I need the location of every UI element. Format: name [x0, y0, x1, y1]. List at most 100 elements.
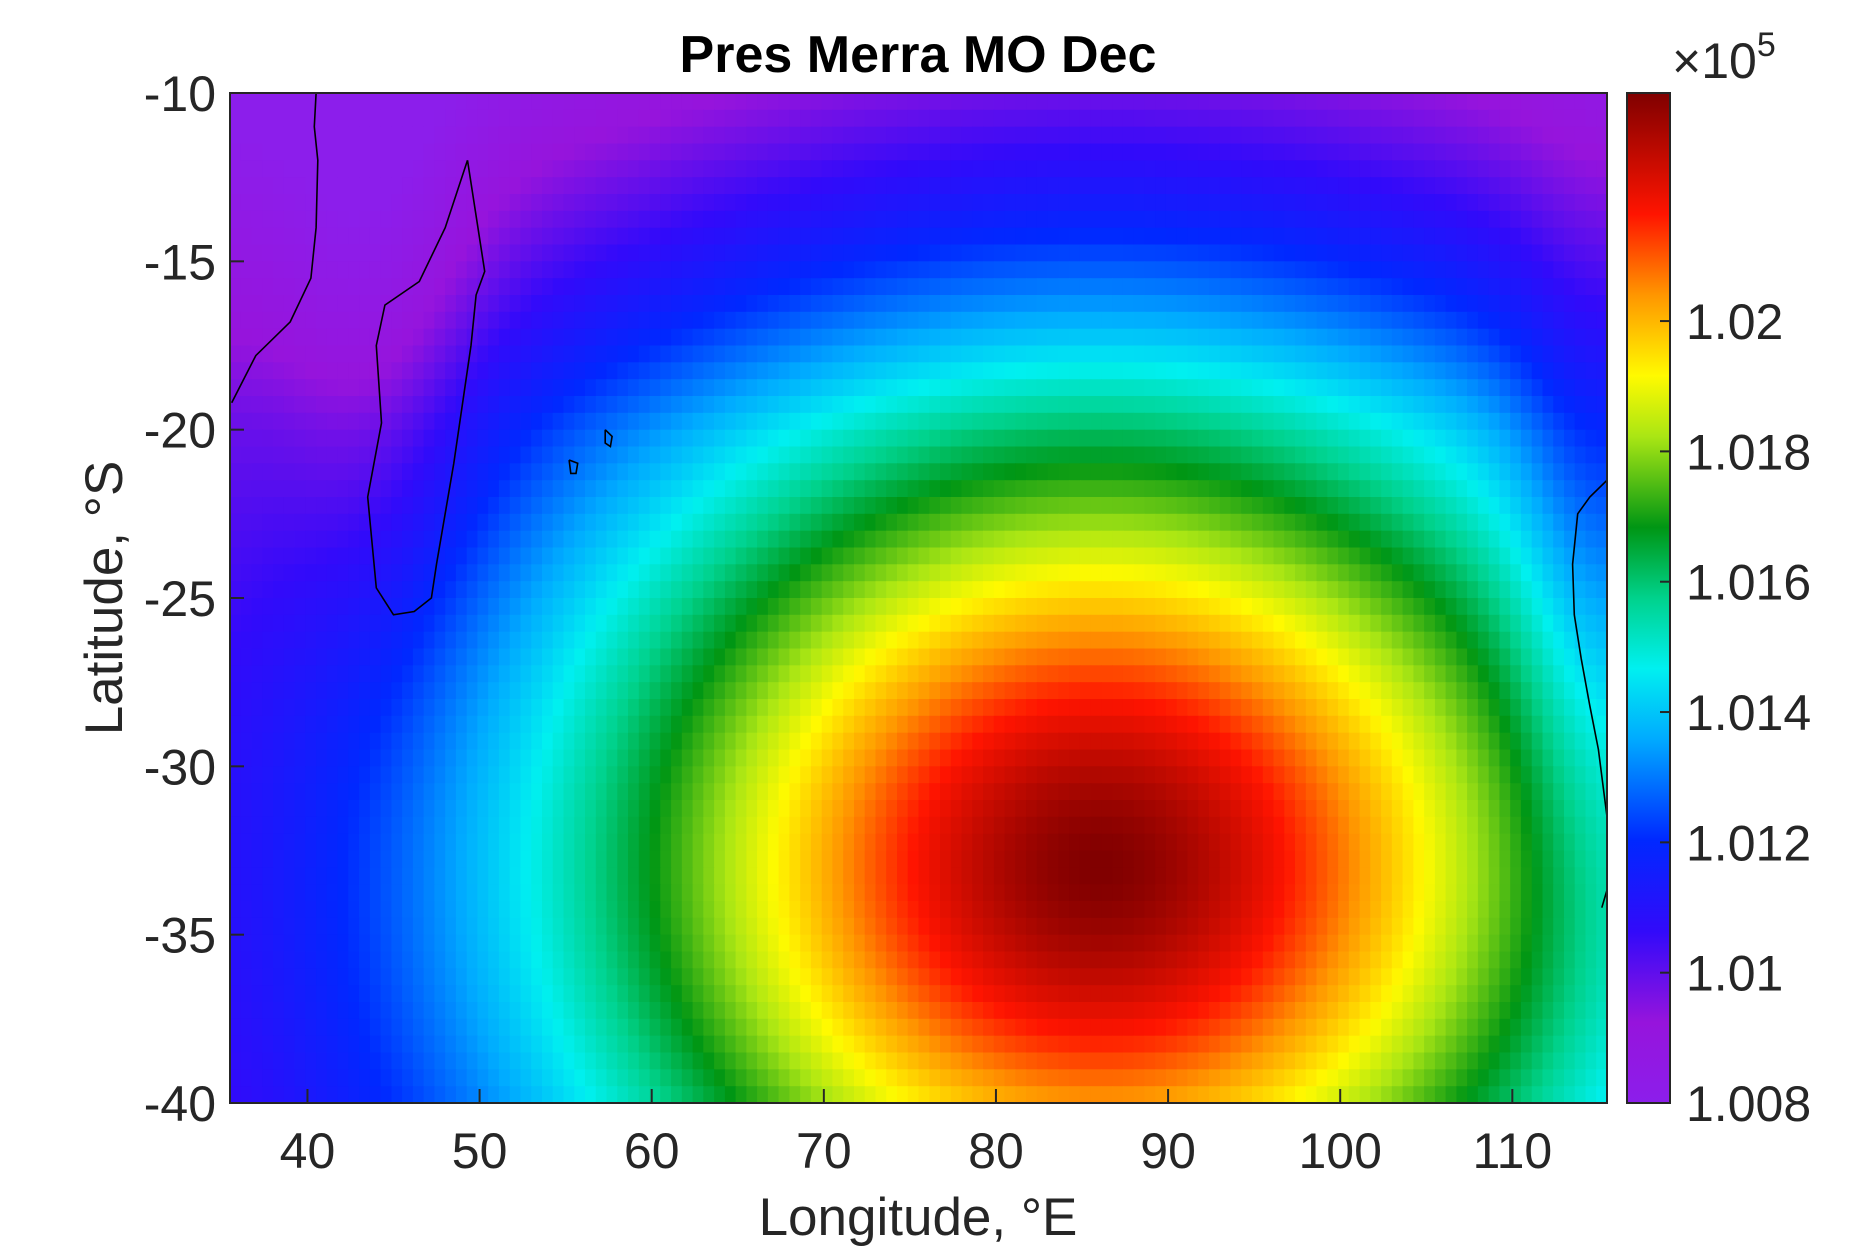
heatmap-cell — [660, 732, 672, 751]
heatmap-cell — [391, 328, 403, 347]
heatmap-cell — [1531, 244, 1544, 262]
heatmap-cell — [1424, 379, 1436, 397]
heatmap-cell — [789, 278, 801, 296]
heatmap-cell — [273, 631, 285, 650]
heatmap-cell — [1359, 244, 1371, 262]
heatmap-cell — [1370, 93, 1382, 111]
heatmap-cell — [574, 614, 586, 633]
heatmap-cell — [1445, 311, 1457, 330]
heatmap-cell — [617, 396, 629, 414]
heatmap-cell — [466, 177, 479, 195]
heatmap-cell — [1047, 328, 1059, 347]
heatmap-cell — [929, 530, 941, 549]
heatmap-cell — [1004, 715, 1016, 734]
heatmap-cell — [724, 311, 737, 330]
heatmap-cell — [1434, 160, 1447, 178]
heatmap-cell — [950, 699, 963, 717]
heatmap-cell — [1133, 396, 1146, 414]
heatmap-cell — [230, 295, 242, 313]
heatmap-cell — [832, 261, 844, 279]
heatmap-cell — [1295, 564, 1307, 582]
heatmap-cell — [1122, 715, 1135, 734]
heatmap-cell — [337, 463, 349, 481]
heatmap-cell — [240, 648, 253, 666]
heatmap-cell — [542, 143, 554, 161]
heatmap-cell — [1026, 463, 1038, 481]
heatmap-cell — [1456, 160, 1468, 178]
heatmap-cell — [402, 143, 414, 161]
heatmap-cell — [961, 429, 973, 448]
heatmap-cell — [498, 699, 511, 717]
heatmap-cell — [1047, 648, 1059, 666]
heatmap-cell — [1144, 497, 1156, 515]
heatmap-cell — [585, 581, 597, 599]
heatmap-cell — [929, 631, 941, 650]
heatmap-cell — [875, 295, 887, 313]
heatmap-cell — [1424, 547, 1436, 565]
heatmap-cell — [1564, 513, 1576, 532]
heatmap-cell — [800, 93, 812, 111]
heatmap-cell — [1456, 396, 1468, 414]
heatmap-cell — [1219, 648, 1232, 666]
heatmap-cell — [466, 715, 479, 734]
heatmap-cell — [886, 429, 898, 448]
heatmap-cell — [402, 429, 414, 448]
heatmap-cell — [1112, 513, 1124, 532]
heatmap-cell — [1219, 311, 1232, 330]
heatmap-cell — [1305, 614, 1318, 633]
heatmap-cell — [950, 227, 963, 246]
heatmap-cell — [1316, 614, 1328, 633]
heatmap-cell — [1133, 530, 1146, 549]
heatmap-cell — [1553, 564, 1565, 582]
heatmap-cell — [1176, 631, 1189, 650]
heatmap-cell — [1424, 682, 1436, 700]
heatmap-cell — [778, 446, 790, 464]
heatmap-cell — [1090, 547, 1102, 565]
heatmap-cell — [391, 345, 403, 363]
heatmap-cell — [1069, 513, 1081, 532]
heatmap-cell — [993, 429, 1006, 448]
heatmap-cell — [1359, 614, 1371, 633]
heatmap-cell — [348, 227, 360, 246]
heatmap-cell — [800, 261, 812, 279]
heatmap-cell — [1424, 345, 1436, 363]
heatmap-cell — [606, 396, 618, 414]
heatmap-cell — [961, 665, 973, 683]
heatmap-cell — [940, 732, 952, 751]
heatmap-cell — [273, 194, 285, 212]
heatmap-cell — [724, 379, 737, 397]
heatmap-cell — [983, 547, 995, 565]
heatmap-cell — [854, 665, 866, 683]
heatmap-cell — [746, 227, 758, 246]
heatmap-cell — [380, 379, 392, 397]
heatmap-cell — [703, 497, 715, 515]
heatmap-cell — [1219, 160, 1232, 178]
heatmap-cell — [326, 614, 339, 633]
heatmap-cell — [681, 446, 694, 464]
heatmap-cell — [273, 564, 285, 582]
heatmap-cell — [1305, 227, 1318, 246]
heatmap-cell — [1079, 345, 1092, 363]
heatmap-cell — [488, 614, 500, 633]
heatmap-cell — [1531, 126, 1544, 145]
heatmap-cell — [1574, 379, 1587, 397]
heatmap-cell — [929, 564, 941, 582]
heatmap-cell — [488, 547, 500, 565]
heatmap-cell — [649, 295, 661, 313]
heatmap-cell — [1542, 93, 1554, 111]
heatmap-cell — [1069, 598, 1081, 616]
heatmap-cell — [993, 126, 1006, 145]
heatmap-cell — [681, 699, 694, 717]
heatmap-cell — [585, 177, 597, 195]
heatmap-cell — [294, 160, 306, 178]
heatmap-cell — [961, 682, 973, 700]
heatmap-cell — [585, 126, 597, 145]
heatmap-cell — [832, 665, 844, 683]
heatmap-cell — [757, 429, 769, 448]
heatmap-cell — [1434, 715, 1447, 734]
heatmap-cell — [1187, 278, 1199, 296]
heatmap-cell — [1413, 715, 1425, 734]
heatmap-cell — [886, 480, 898, 498]
heatmap-cell — [1434, 598, 1447, 616]
heatmap-cell — [950, 463, 963, 481]
